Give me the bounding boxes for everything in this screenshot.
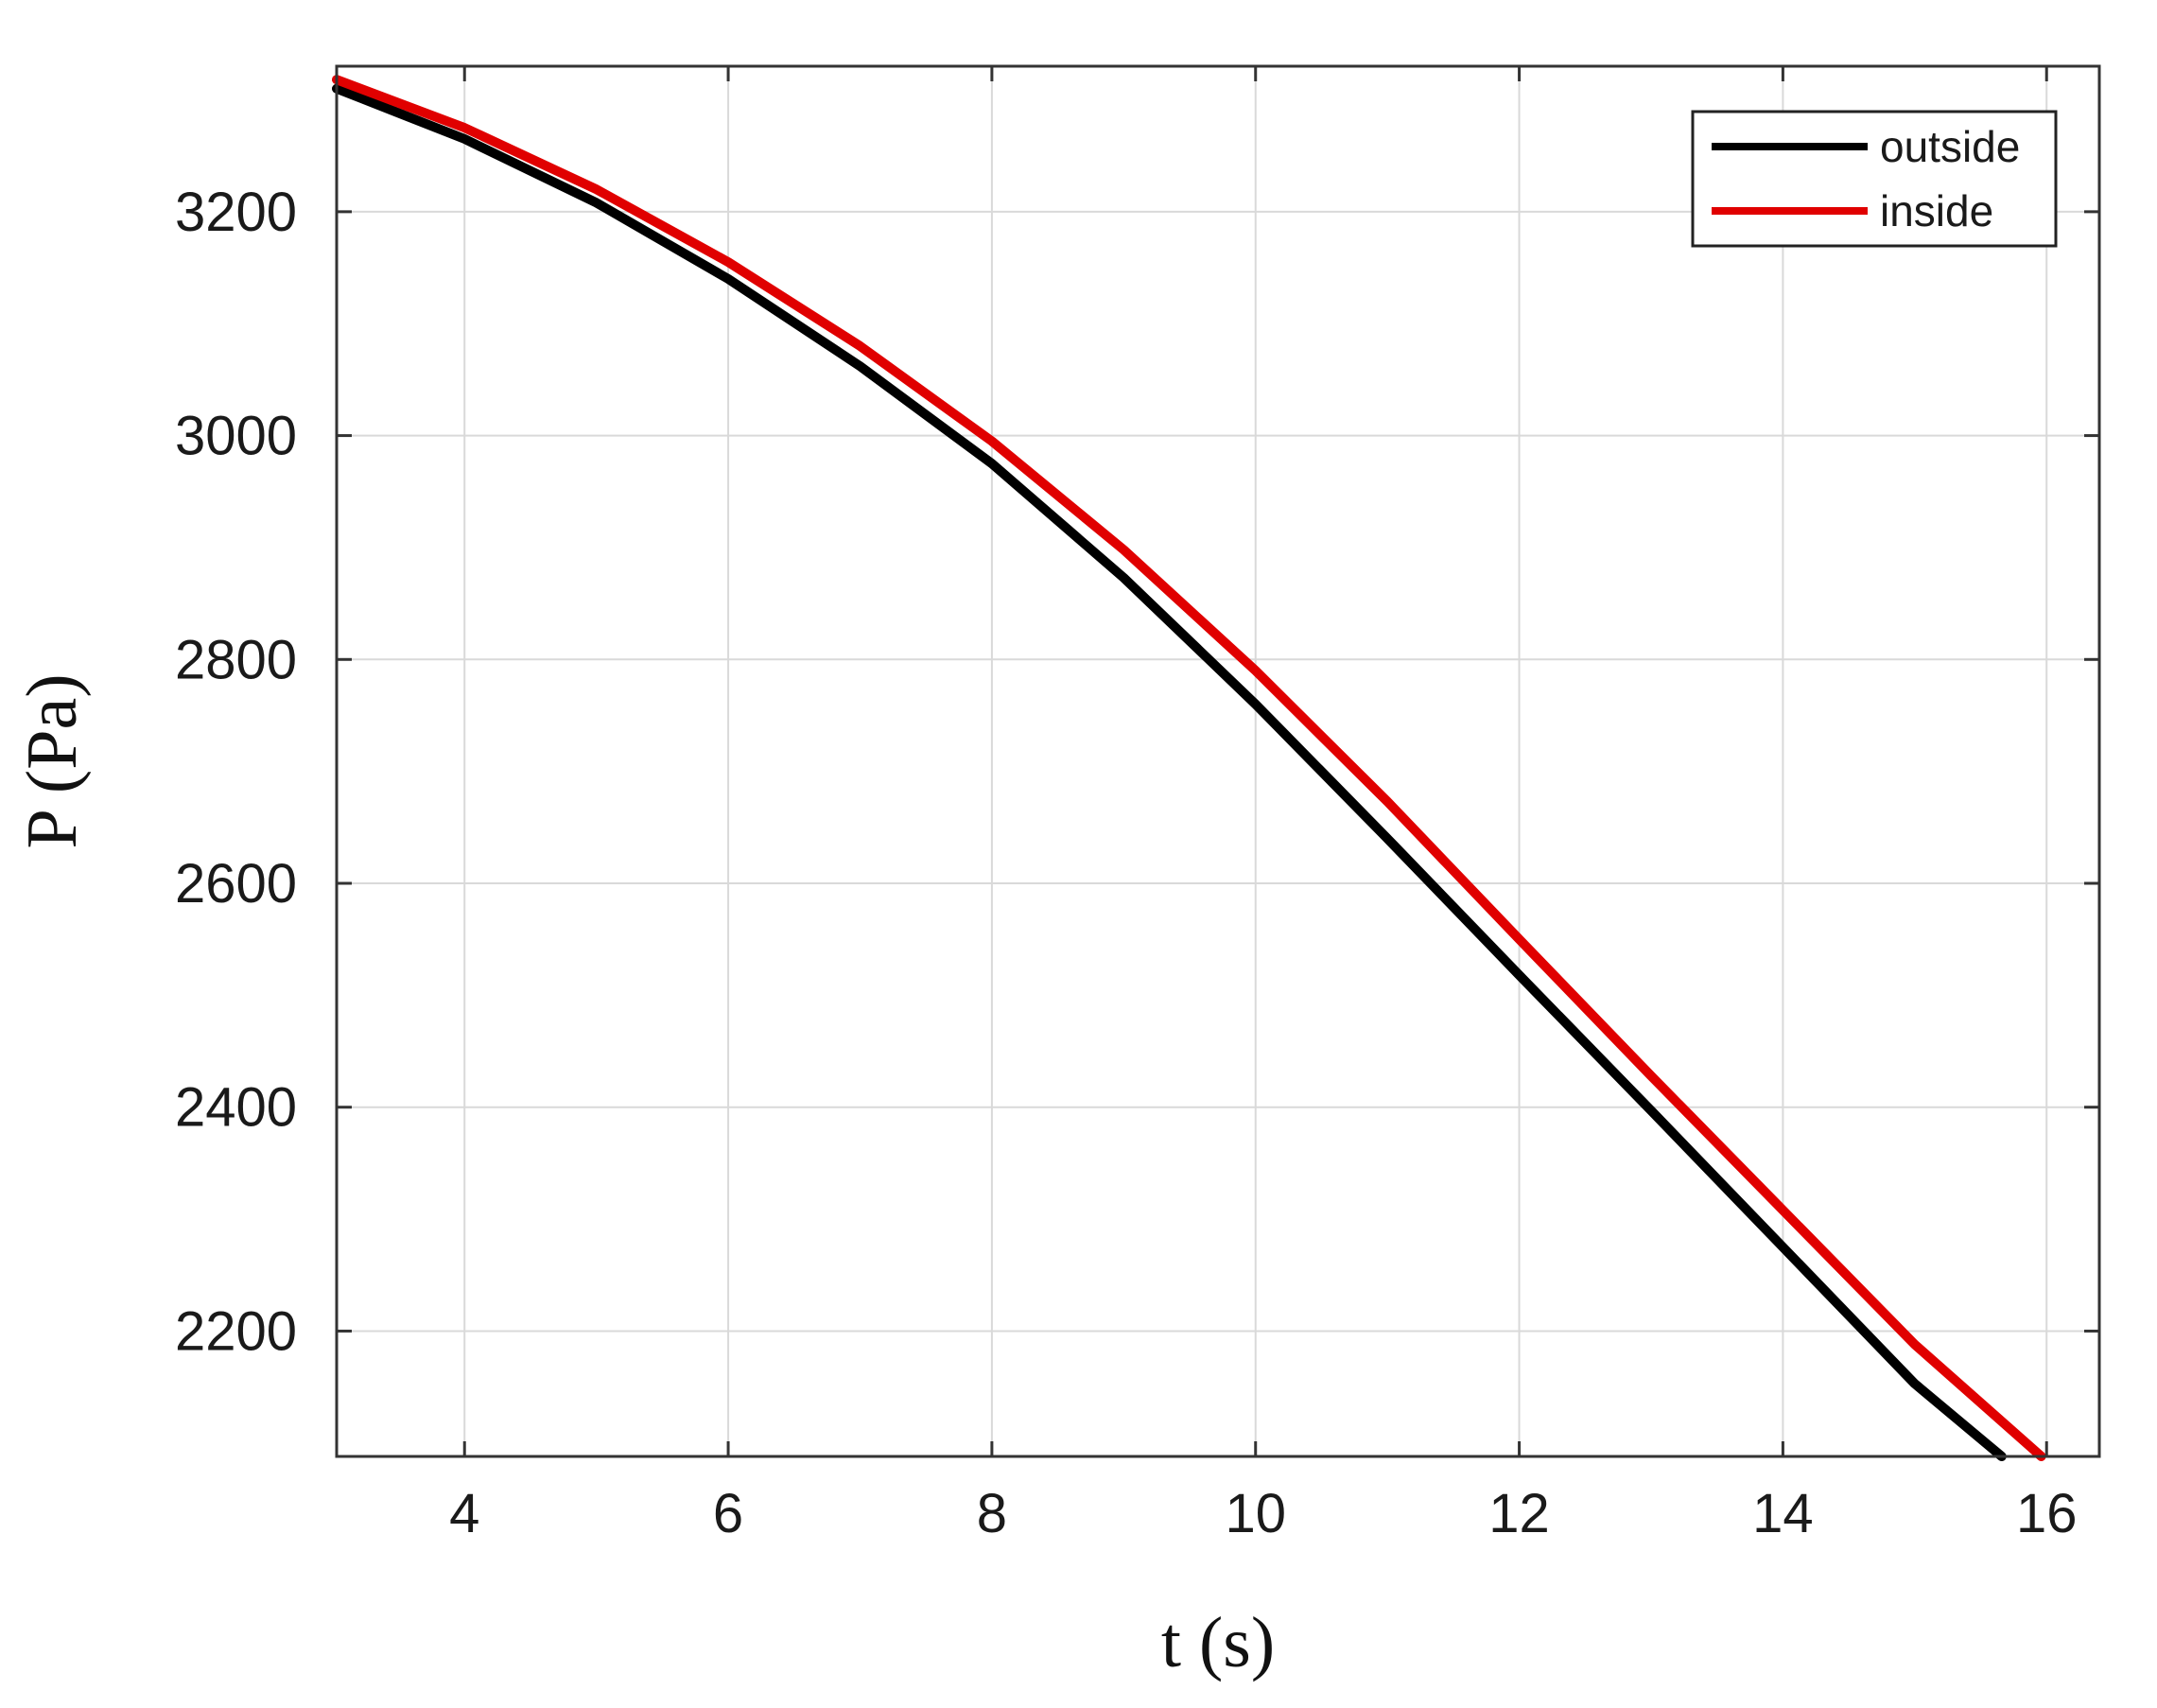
x-tick-label: 10 [1225,1483,1286,1544]
y-tick-label: 2600 [175,853,297,915]
x-axis-label: t (s) [1161,1603,1275,1682]
y-tick-label: 2200 [175,1300,297,1362]
legend-box [1691,110,2058,248]
series-line-outside [332,83,2007,1461]
x-tick-label: 12 [1488,1483,1550,1544]
legend-label-outside: outside [1880,122,2020,171]
y-axis-label: P (Pa) [12,673,92,848]
y-tick-label: 3000 [175,406,297,467]
series-line-inside [332,75,2046,1461]
x-tick-label: 14 [1752,1483,1814,1544]
plot-frame [335,64,2101,1458]
y-tick-label: 2800 [175,629,297,690]
legend: outside inside [1691,110,2058,248]
x-tick-label: 8 [977,1483,1007,1544]
ticks: 4 6 8 10 12 14 16 2200 2400 2600 2800 3000 3200 [175,66,2099,1544]
legend-label-inside: inside [1880,186,1993,235]
x-tick-label: 6 [713,1483,743,1544]
series-layer [332,75,2046,1461]
x-tick-label: 16 [2016,1483,2078,1544]
y-tick-label: 3200 [175,182,297,243]
x-tick-label: 4 [449,1483,479,1544]
y-tick-label: 2400 [175,1077,297,1139]
